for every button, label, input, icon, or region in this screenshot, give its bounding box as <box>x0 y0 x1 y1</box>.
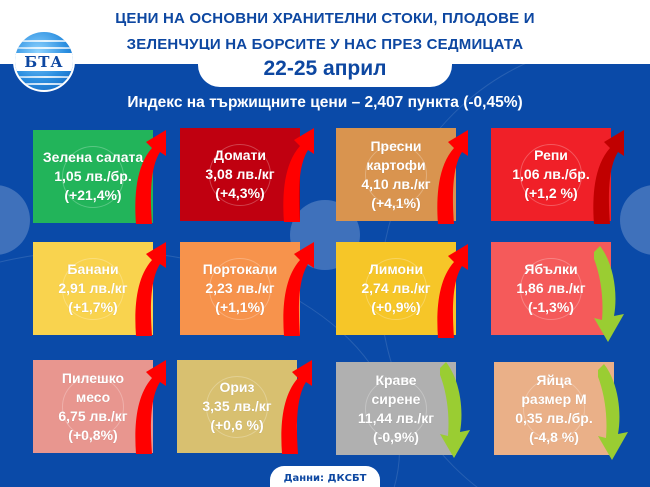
bta-logo: БТА <box>13 30 75 92</box>
page-title-line1: ЦЕНИ НА ОСНОВНИ ХРАНИТЕЛНИ СТОКИ, ПЛОДОВ… <box>115 10 535 27</box>
market-index-text: Индекс на тържищните цени – 2,407 пункта… <box>127 94 523 111</box>
logo-text: БТА <box>15 53 73 71</box>
price-card-apples: Ябълки 1,86 лв./кг (-1,3%) <box>491 242 611 335</box>
trend-up-arrow-icon <box>593 130 624 224</box>
lettuce-icon <box>62 145 124 208</box>
price-card-cheese: Краве сирене 11,44 лв./кг (-0,9%) <box>336 362 456 455</box>
trend-up-arrow-icon <box>283 242 314 336</box>
price-card-chicken: Пилешко месо 6,75 лв./кг (+0,8%) <box>33 360 153 453</box>
trend-up-arrow-icon <box>135 242 166 336</box>
lemon-icon <box>365 257 427 320</box>
egg-icon <box>523 377 585 440</box>
date-label: 22-25 април <box>198 50 452 87</box>
trend-up-arrow-icon <box>283 128 314 222</box>
tomato-icon <box>209 143 271 206</box>
banana-icon <box>62 257 124 320</box>
apple-icon <box>520 257 582 320</box>
price-card-lettuce: Зелена салата 1,05 лв./бр. (+21,4%) <box>33 130 153 223</box>
cheese-icon <box>365 377 427 440</box>
bta-watermark-icon <box>0 185 30 255</box>
trend-up-arrow-icon <box>135 360 166 454</box>
trend-down-arrow-icon <box>440 362 470 458</box>
trend-up-arrow-icon <box>437 130 468 224</box>
potato-icon <box>365 143 427 206</box>
price-card-lemons: Лимони 2,74 лв./кг (+0,9%) <box>336 242 456 335</box>
trend-down-arrow-icon <box>594 246 624 342</box>
page-title-line2: ЗЕЛЕНЧУЦИ НА БОРСИТЕ У НАС ПРЕЗ СЕДМИЦАТ… <box>126 36 524 53</box>
trend-up-arrow-icon <box>281 360 312 454</box>
price-card-bananas: Банани 2,91 лв./кг (+1,7%) <box>33 242 153 335</box>
trend-down-arrow-icon <box>598 364 628 460</box>
radish-icon <box>520 143 582 206</box>
data-source-label: Данни: ДКСБТ <box>270 466 380 487</box>
trend-up-arrow-icon <box>437 244 468 338</box>
price-card-potatoes: Пресни картофи 4,10 лв./кг (+4,1%) <box>336 128 456 221</box>
trend-up-arrow-icon <box>135 130 166 224</box>
orange-icon <box>209 257 271 320</box>
chicken-icon <box>62 375 124 438</box>
price-card-oranges: Портокали 2,23 лв./кг (+1,1%) <box>180 242 300 335</box>
price-card-tomatoes: Домати 3,08 лв./кг (+4,3%) <box>180 128 300 221</box>
price-card-eggs: Яйца размер М 0,35 лв./бр. (-4,8 %) <box>494 362 614 455</box>
rice-icon <box>206 375 268 438</box>
price-card-rice: Ориз 3,35 лв./кг (+0,6 %) <box>177 360 297 453</box>
price-card-radishes: Репи 1,06 лв./бр. (+1,2 %) <box>491 128 611 221</box>
